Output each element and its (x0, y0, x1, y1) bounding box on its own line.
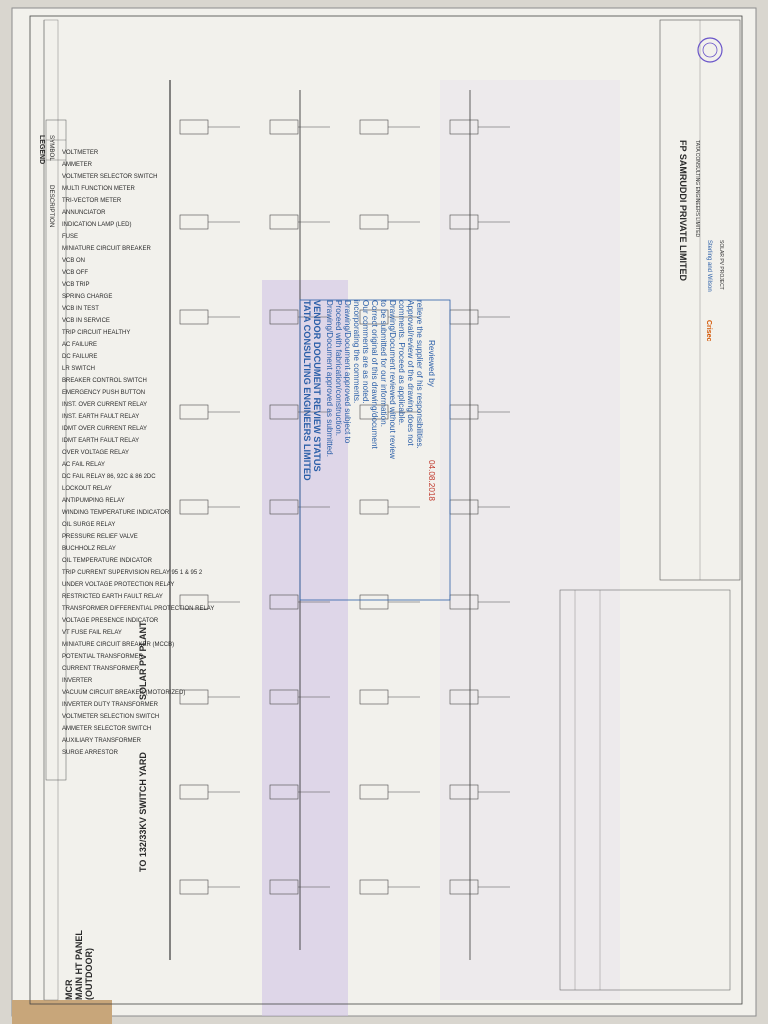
legend-item: RESTRICTED EARTH FAULT RELAY (62, 594, 163, 600)
legend-item: PRESSURE RELIEF VALVE (62, 534, 138, 540)
stamp-line: Drawing/Document reviewed without review (388, 300, 397, 459)
legend-item: DC FAIL RELAY 86, 92C & 86 2DC (62, 474, 156, 480)
legend-item: MINIATURE CIRCUIT BREAKER (62, 246, 151, 252)
consultant-name: TATA CONSULTING ENGINEERS LIMITED (694, 140, 700, 238)
stamp-line: relieve the supplier of his responsibili… (415, 300, 424, 449)
legend-box (45, 119, 67, 781)
legend-item: AMMETER (62, 162, 92, 168)
legend-item: DC FAILURE (62, 354, 98, 360)
legend-item: LOCKOUT RELAY (62, 486, 112, 492)
legend-col-symbol: SYMBOL (48, 135, 55, 161)
legend-item: AUXILIARY TRANSFORMER (62, 738, 142, 744)
company-seal (697, 37, 723, 63)
legend-item: MULTI FUNCTION METER (62, 186, 135, 192)
stamp-heading: VENDOR DOCUMENT REVIEW STATUS (312, 300, 322, 472)
legend-item: VOLTMETER SELECTOR SWITCH (62, 174, 158, 180)
legend-item: IDMT EARTH FAULT RELAY (62, 438, 140, 444)
legend-item: VOLTAGE PRESENCE INDICATOR (62, 618, 159, 624)
legend-item: VOLTMETER SELECTION SWITCH (62, 714, 160, 720)
legend-item: FUSE (62, 234, 79, 240)
project-name: SOLAR PV PROJECT (718, 240, 724, 290)
client-name: FP SAMRUDDI PRIVATE LIMITED (678, 140, 688, 282)
legend-item: MINIATURE CIRCUIT BREAKER (MCCB) (62, 642, 175, 648)
legend-item: TRI-VECTOR METER (62, 198, 122, 204)
stamp-line: incorporating the comments. (352, 300, 361, 404)
stamp-line: Correct original of this drawing/documen… (370, 300, 379, 449)
legend-item: VOLTMETER (62, 150, 99, 156)
contractor-logo: Sterling and Wilson (706, 240, 712, 292)
legend-item: BREAKER CONTROL SWITCH (62, 378, 147, 384)
mcr-label-1: MCR (64, 979, 74, 1001)
legend-item: UNDER VOLTAGE PROTECTION RELAY (62, 582, 175, 588)
mcr-label-3: (OUTDOOR) (84, 948, 94, 1000)
drawing-border (29, 15, 743, 1005)
legend-item: VT FUSE FAIL RELAY (62, 630, 122, 636)
legend-item: INDICATION LAMP (LED) (62, 222, 132, 228)
legend-item: CURRENT TRANSFORMER (62, 666, 140, 672)
stamp-line: to be submitted for our information. (379, 300, 388, 427)
legend-item: EMERGENCY PUSH BUTTON (62, 390, 146, 396)
legend-title: LEGEND (38, 135, 45, 165)
stamp-reviewed-by: Reviewed by (427, 340, 436, 387)
legend-item: TRIP CURRENT SUPERVISION RELAY 95 1 & 95… (62, 570, 203, 576)
legend-item: VCB OFF (62, 270, 89, 276)
stamp-line: Drawing/Document approved as submitted. (325, 300, 334, 458)
legend-item: TRANSFORMER DIFFERENTIAL PROTECTION RELA… (62, 606, 215, 612)
legend-item: BUCHHOLZ RELAY (62, 546, 116, 552)
legend-item: VCB TRIP (62, 282, 90, 288)
legend-item: OIL TEMPERATURE INDICATOR (62, 558, 153, 564)
legend-item: VACUUM CIRCUIT BREAKER (MOTORIZED) (62, 690, 186, 696)
legend-item: AC FAIL RELAY (62, 462, 106, 468)
highlight-band (262, 280, 348, 1016)
stamp-line: Proceed with fabrication/construction. (334, 300, 343, 437)
legend-item: VCB IN SERVICE (62, 318, 110, 324)
legend-item: ANTIPUMPING RELAY (62, 498, 125, 504)
legend-item: POTENTIAL TRANSFORMER (62, 654, 144, 660)
legend-item: OVER VOLTAGE RELAY (62, 450, 130, 456)
legend-item: INVERTER DUTY TRANSFORMER (62, 702, 159, 708)
legend-item: INST. OVER CURRENT RELAY (62, 402, 148, 408)
legend-item: AC FAILURE (62, 342, 98, 348)
legend-item: TRIP CIRCUIT HEALTHY (62, 330, 131, 336)
legend-item: VCB ON (62, 258, 86, 264)
stamp-company: TATA CONSULTING ENGINEERS LIMITED (302, 300, 312, 481)
stamp-line: Approval/review of the drawing does not (406, 300, 415, 446)
bom-table (559, 589, 731, 991)
legend-item: INST. EARTH FAULT RELAY (62, 414, 140, 420)
review-stamp-box (299, 299, 451, 601)
vendor-logo: Crisec (705, 320, 712, 342)
legend-item: ANNUNCIATOR (62, 210, 106, 216)
stamp-line: Drawing/Document approved subject to (343, 300, 352, 444)
legend-item: SPRING CHARGE (62, 294, 113, 300)
legend-item: LR SWITCH (62, 366, 95, 372)
legend-item: WINDING TEMPERATURE INDICATOR (62, 510, 170, 516)
legend-item: IDMT OVER CURRENT RELAY (62, 426, 148, 432)
mcr-label-2: MAIN HT PANEL (74, 930, 84, 1000)
legend-item: OIL SURGE RELAY (62, 522, 116, 528)
wooden-table-edge (12, 1000, 112, 1024)
plant-label: SOLAR PV PLANT (138, 621, 148, 700)
legend-item: SURGE ARRESTOR (62, 750, 118, 756)
legend-col-description: DESCRIPTION (48, 185, 55, 228)
legend-item: INVERTER (62, 678, 93, 684)
switchyard-label: TO 132/33KV SWITCH YARD (138, 752, 148, 872)
stamp-line: Our comments are as noted. (361, 300, 370, 404)
stamp-date: 04.08.2018 (427, 460, 436, 501)
stamp-line: comments. Proceed as applicable. (397, 300, 406, 426)
legend-item: VCB IN TEST (62, 306, 99, 312)
legend-item: AMMETER SELECTOR SWITCH (62, 726, 152, 732)
